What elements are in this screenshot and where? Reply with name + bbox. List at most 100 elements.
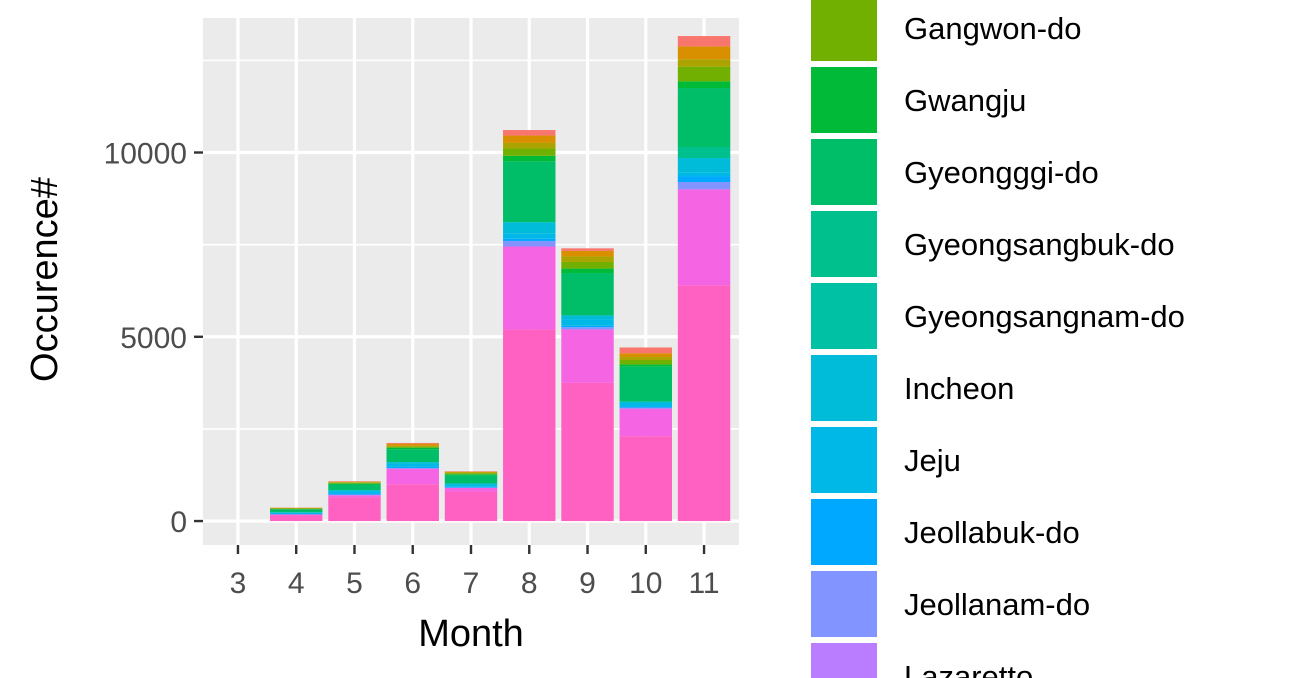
bar-segment [677, 88, 731, 147]
legend-key [811, 571, 877, 637]
bar-segment [444, 484, 498, 487]
bar-segment [386, 447, 439, 450]
x-tick-label: 9 [579, 567, 596, 600]
bar-segment [386, 446, 439, 448]
bar-segment [386, 449, 439, 463]
bar-segment [561, 329, 614, 383]
x-tick-label: 7 [463, 567, 480, 600]
legend-key [811, 67, 877, 133]
bar-segment [328, 490, 381, 492]
bar-segment [386, 445, 439, 447]
legend-label: Gyeongggi-do [904, 155, 1099, 190]
legend-key [811, 355, 877, 421]
bar-segment [503, 329, 556, 522]
bar-segment [270, 512, 323, 513]
bar-segment [328, 484, 381, 491]
bar-segment [561, 319, 614, 326]
x-tick-label: 5 [346, 567, 363, 600]
x-tick-label: 8 [521, 567, 538, 600]
legend-key [811, 499, 877, 565]
bar-segment [503, 142, 556, 149]
bar-segment [386, 468, 439, 485]
legend-label: Gyeongsangbuk-do [904, 227, 1175, 262]
legend-label: Gangwon-do [904, 11, 1082, 46]
legend-label: Jeollabuk-do [904, 515, 1080, 550]
bar-segment [561, 261, 614, 269]
bar-segment [619, 408, 672, 437]
bar-segment [270, 512, 323, 515]
bar-segment [444, 472, 498, 474]
bar-segment [677, 172, 731, 177]
bar-segment [677, 158, 731, 173]
bar-segment [444, 474, 498, 476]
x-tick-label: 10 [629, 567, 662, 600]
bar-segment [328, 495, 381, 498]
bar-segment [386, 467, 439, 469]
bar-segment [503, 222, 556, 234]
bar-segment [677, 181, 731, 190]
bar-segment [270, 508, 323, 510]
bar-segment [561, 256, 614, 262]
bar-segment [561, 250, 614, 257]
x-tick-label: 4 [288, 567, 305, 600]
bar-segment [561, 382, 614, 522]
bar-segment [444, 471, 498, 473]
bar-segment [561, 315, 614, 320]
bar-segment [444, 487, 498, 492]
bar-segment [677, 59, 731, 67]
bar-segment [619, 353, 672, 358]
bar-segment [503, 240, 556, 247]
bar-segment [386, 443, 439, 446]
legend-key [811, 427, 877, 493]
axes: 0 5000 10000 3 4 5 6 7 8 9 10 11 [104, 138, 720, 600]
bar-segment [386, 462, 439, 464]
bar-segment [561, 273, 614, 316]
bar-segment [270, 514, 323, 516]
legend-key [811, 283, 877, 349]
bar-segment [444, 491, 498, 522]
bar-segment [503, 161, 556, 223]
bar-segment [328, 494, 381, 496]
bar-segment [561, 268, 614, 274]
bar-segment [328, 482, 381, 483]
bars [270, 36, 731, 522]
x-tick-label: 3 [230, 567, 247, 600]
bar-segment [328, 497, 381, 522]
legend-label: Gyeongsangnam-do [904, 299, 1185, 334]
legend-key [811, 0, 877, 61]
x-tick-label: 6 [404, 567, 421, 600]
bar-segment [503, 233, 556, 239]
bar-segment [677, 189, 731, 286]
y-tick-label: 0 [170, 506, 187, 539]
x-axis-title: Month [418, 613, 524, 655]
bar-segment [503, 155, 556, 162]
bar-segment [386, 484, 439, 522]
legend-label: Gwangju [904, 83, 1026, 118]
bar-segment [619, 364, 672, 367]
y-tick-label: 10000 [104, 138, 187, 171]
bar-segment [619, 403, 672, 407]
bar-segment [619, 436, 672, 522]
bar-segment [270, 509, 323, 510]
bar-segment [444, 483, 498, 485]
bar-segment [619, 401, 672, 404]
bar-segment [386, 466, 439, 468]
bar-segment [619, 407, 672, 409]
legend-label: Jeollanam-do [904, 587, 1090, 622]
legend-key [811, 211, 877, 277]
bar-segment [444, 473, 498, 475]
bar-segment [386, 442, 439, 444]
bar-segment [677, 66, 731, 82]
bar-segment [503, 238, 556, 241]
bar-segment [677, 176, 731, 182]
bar-segment [561, 327, 614, 330]
bar-segment [503, 135, 556, 143]
legend-label: Jeju [904, 443, 961, 478]
y-tick-label: 5000 [120, 322, 187, 355]
bar-segment [386, 463, 439, 467]
bar-segment [619, 347, 672, 354]
bar-segment [561, 325, 614, 328]
bar-segment [619, 359, 672, 365]
